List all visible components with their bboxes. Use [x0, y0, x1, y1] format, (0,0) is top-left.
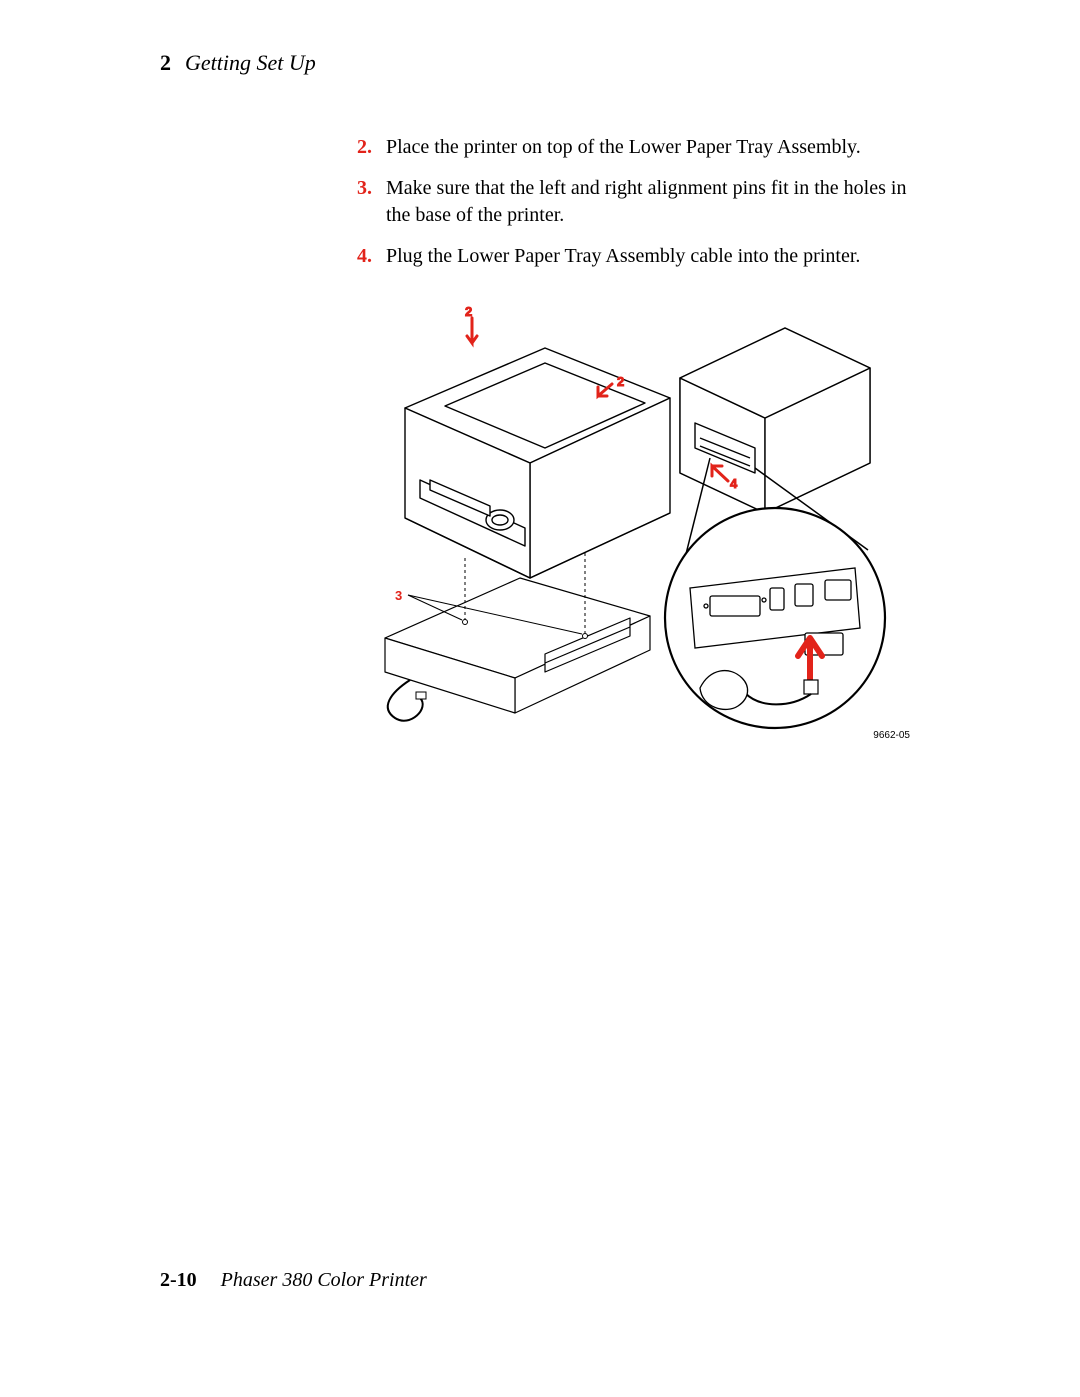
chapter-title: Getting Set Up — [185, 50, 316, 76]
cable-icon — [388, 680, 423, 721]
page-footer: 2-10 Phaser 380 Color Printer — [160, 1269, 427, 1292]
printer-icon — [405, 348, 670, 578]
footer-title: Phaser 380 Color Printer — [221, 1269, 427, 1292]
step-number: 3. — [350, 175, 372, 229]
step-text: Place the printer on top of the Lower Pa… — [386, 134, 861, 161]
instruction-list: 2. Place the printer on top of the Lower… — [350, 134, 920, 270]
instruction-step: 4. Plug the Lower Paper Tray Assembly ca… — [350, 243, 920, 270]
page-number: 2-10 — [160, 1269, 197, 1292]
printer-rear-icon — [680, 328, 870, 513]
assembly-diagram: 2 2 3 — [350, 288, 920, 758]
svg-text:2: 2 — [465, 304, 472, 319]
svg-text:2: 2 — [617, 374, 624, 389]
svg-text:3: 3 — [395, 588, 402, 603]
figure-ref: 9662-05 — [873, 730, 910, 741]
step-number: 4. — [350, 243, 372, 270]
step-text: Make sure that the left and right alignm… — [386, 175, 920, 229]
page-header: 2 Getting Set Up — [160, 50, 920, 76]
manual-page: 2 Getting Set Up 2. Place the printer on… — [0, 0, 1080, 1397]
instruction-step: 3. Make sure that the left and right ali… — [350, 175, 920, 229]
step-number: 2. — [350, 134, 372, 161]
svg-text:4: 4 — [730, 476, 738, 491]
callout-2-left: 2 — [465, 304, 477, 343]
instruction-step: 2. Place the printer on top of the Lower… — [350, 134, 920, 161]
step-text: Plug the Lower Paper Tray Assembly cable… — [386, 243, 860, 270]
detail-magnifier-icon — [665, 508, 885, 728]
chapter-number: 2 — [160, 50, 171, 76]
